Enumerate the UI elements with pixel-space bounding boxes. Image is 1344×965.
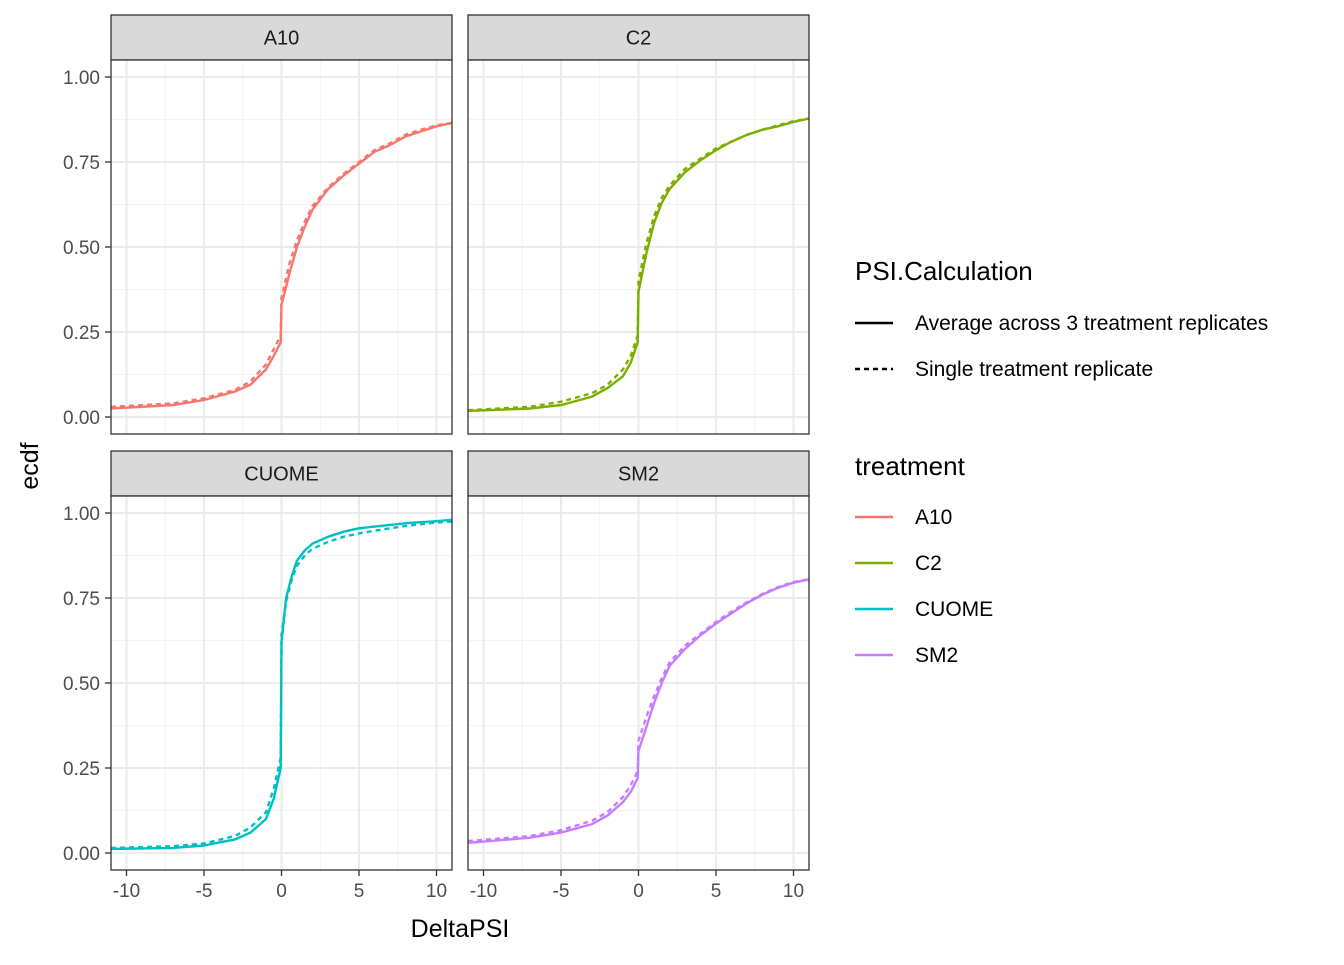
x-tick-label: -10: [470, 881, 497, 902]
facet-panels: A10 C2 CUOME SM2: [110, 14, 810, 871]
series-line-single-replicate: [110, 520, 453, 850]
series-line-average-replicates: [110, 121, 453, 410]
series-line-single-replicate: [467, 578, 810, 843]
linetype-legend-title: PSI.Calculation: [855, 256, 1033, 286]
y-tick-label: 1.00: [63, 504, 100, 525]
x-tick-label: 5: [354, 881, 365, 902]
x-tick-label: -10: [113, 881, 140, 902]
facet-strip-label: CUOME: [244, 464, 318, 486]
x-tick-label: 0: [633, 881, 644, 902]
facet-strip: [110, 14, 453, 61]
color-legend-label: CUOME: [915, 598, 993, 621]
facet-strip-label: C2: [626, 28, 652, 50]
y-tick-label: 0.50: [63, 238, 100, 259]
color-legend: treatment A10 C2 CUOME SM2: [855, 451, 993, 667]
axes: 0.00 0.25 0.50 0.75 1.00 0.00 0.25 0.50 0.75 1.00…: [63, 68, 804, 902]
gridlines: [468, 60, 809, 434]
gridlines: [111, 60, 452, 434]
gridlines: [468, 496, 809, 870]
facet-panel-cuome: CUOME: [110, 450, 453, 871]
facet-panel-a10: A10: [110, 14, 453, 435]
facet-strip: [110, 450, 453, 497]
facet-strip-label: A10: [264, 28, 300, 50]
y-tick-label: 1.00: [63, 68, 100, 89]
x-tick-label: -5: [196, 881, 213, 902]
y-tick-label: 0.25: [63, 759, 100, 780]
facet-panel-c2: C2: [467, 14, 810, 435]
facet-strip: [467, 450, 810, 497]
y-tick-label: 0.75: [63, 153, 100, 174]
linetype-legend-label: Single treatment replicate: [915, 358, 1153, 381]
x-tick-label: -5: [553, 881, 570, 902]
linetype-legend: PSI.Calculation Average across 3 treatmen…: [855, 256, 1268, 381]
facet-panel-sm2: SM2: [467, 450, 810, 871]
x-tick-label: 5: [711, 881, 722, 902]
color-legend-label: A10: [915, 506, 952, 529]
y-tick-label: 0.00: [63, 844, 100, 865]
series-line-average-replicates: [110, 518, 453, 851]
series-line-single-replicate: [467, 117, 810, 412]
x-tick-label: 0: [276, 881, 287, 902]
color-legend-label: C2: [915, 552, 942, 575]
color-legend-label: SM2: [915, 644, 958, 667]
facet-strip: [467, 14, 810, 61]
y-tick-label: 0.25: [63, 323, 100, 344]
series-line-single-replicate: [110, 121, 453, 408]
panel-border: [467, 59, 810, 435]
x-tick-label: 10: [783, 881, 804, 902]
facet-strip-label: SM2: [618, 464, 659, 486]
legend: PSI.Calculation Average across 3 treatmen…: [855, 256, 1268, 667]
y-tick-label: 0.75: [63, 589, 100, 610]
y-tick-label: 0.50: [63, 674, 100, 695]
color-legend-title: treatment: [855, 451, 966, 481]
x-axis-title: DeltaPSI: [411, 915, 510, 943]
x-tick-label: 10: [426, 881, 447, 902]
linetype-legend-label: Average across 3 treatment replicates: [915, 312, 1268, 335]
y-axis-title: ecdf: [16, 442, 44, 489]
y-tick-label: 0.00: [63, 408, 100, 429]
